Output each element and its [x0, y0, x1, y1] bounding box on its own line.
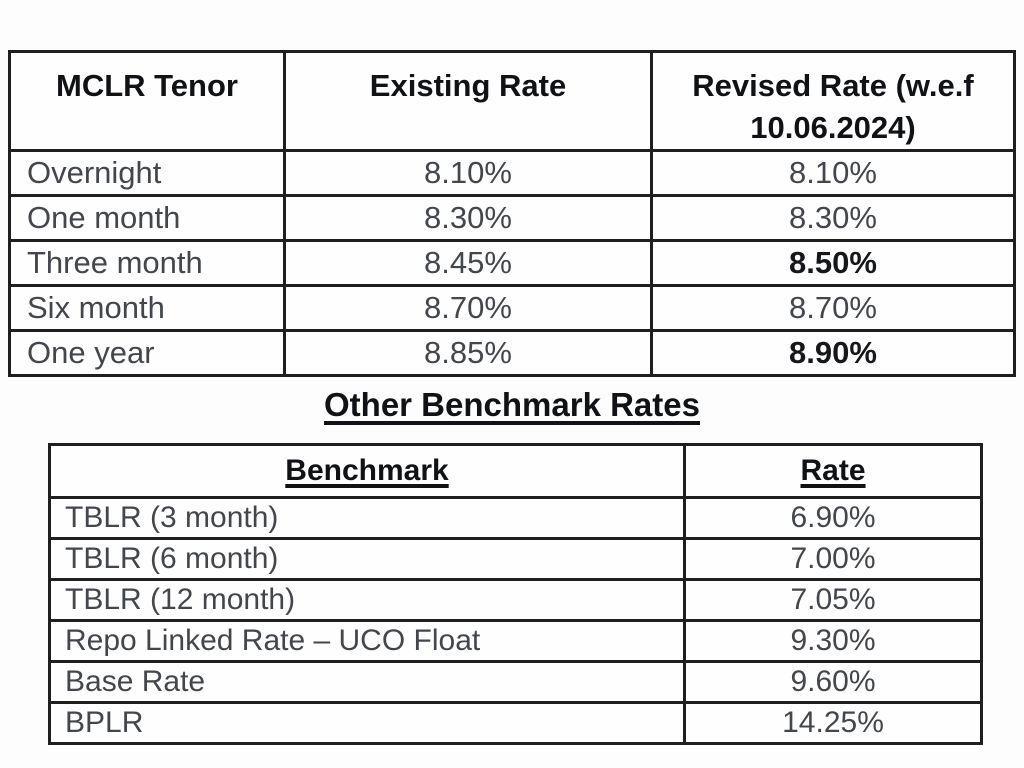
mclr-rates-table: MCLR Tenor Existing Rate Revised Rate (w…	[8, 50, 1016, 377]
tenor-cell: One year	[8, 328, 286, 377]
revised-rate-cell: 8.10%	[650, 148, 1016, 197]
benchmark-header-row: Benchmark Rate	[48, 443, 983, 499]
mclr-tenor-header: MCLR Tenor	[8, 50, 286, 152]
table-row: Six month 8.70% 8.70%	[8, 283, 1016, 332]
existing-rate-cell: 8.45%	[283, 238, 653, 287]
tenor-cell: One month	[8, 193, 286, 242]
section-title: Other Benchmark Rates	[0, 386, 1024, 424]
revised-rate-cell: 8.90%	[650, 328, 1016, 377]
revised-rate-cell: 8.50%	[650, 238, 1016, 287]
table-row: Base Rate 9.60%	[48, 660, 983, 704]
benchmark-header: Benchmark	[48, 443, 686, 499]
revised-rate-cell: 8.30%	[650, 193, 1016, 242]
benchmark-cell: TBLR (3 month)	[48, 496, 686, 540]
existing-rate-cell: 8.85%	[283, 328, 653, 377]
tenor-cell: Overnight	[8, 148, 286, 197]
existing-rate-header: Existing Rate	[283, 50, 653, 152]
rate-cell: 7.00%	[683, 537, 983, 581]
rate-cell: 14.25%	[683, 701, 983, 745]
rate-cell: 6.90%	[683, 496, 983, 540]
rate-cell: 9.60%	[683, 660, 983, 704]
benchmark-rates-table: Benchmark Rate TBLR (3 month) 6.90% TBLR…	[48, 443, 983, 745]
table-row: Overnight 8.10% 8.10%	[8, 148, 1016, 197]
existing-rate-cell: 8.10%	[283, 148, 653, 197]
tenor-cell: Three month	[8, 238, 286, 287]
table-row: TBLR (3 month) 6.90%	[48, 496, 983, 540]
existing-rate-cell: 8.70%	[283, 283, 653, 332]
table-row: BPLR 14.25%	[48, 701, 983, 745]
rate-header: Rate	[683, 443, 983, 499]
rate-cell: 7.05%	[683, 578, 983, 622]
table-row: TBLR (12 month) 7.05%	[48, 578, 983, 622]
table-row: Repo Linked Rate – UCO Float 9.30%	[48, 619, 983, 663]
table-row: One year 8.85% 8.90%	[8, 328, 1016, 377]
rate-cell: 9.30%	[683, 619, 983, 663]
table-row: One month 8.30% 8.30%	[8, 193, 1016, 242]
benchmark-cell: TBLR (6 month)	[48, 537, 686, 581]
benchmark-cell: Base Rate	[48, 660, 686, 704]
benchmark-cell: TBLR (12 month)	[48, 578, 686, 622]
existing-rate-cell: 8.30%	[283, 193, 653, 242]
benchmark-cell: BPLR	[48, 701, 686, 745]
tenor-cell: Six month	[8, 283, 286, 332]
table-row: Three month 8.45% 8.50%	[8, 238, 1016, 287]
revised-rate-header: Revised Rate (w.e.f 10.06.2024)	[650, 50, 1016, 152]
revised-rate-cell: 8.70%	[650, 283, 1016, 332]
mclr-header-row: MCLR Tenor Existing Rate Revised Rate (w…	[8, 50, 1016, 152]
benchmark-cell: Repo Linked Rate – UCO Float	[48, 619, 686, 663]
table-row: TBLR (6 month) 7.00%	[48, 537, 983, 581]
section-title-text: Other Benchmark Rates	[324, 386, 700, 423]
